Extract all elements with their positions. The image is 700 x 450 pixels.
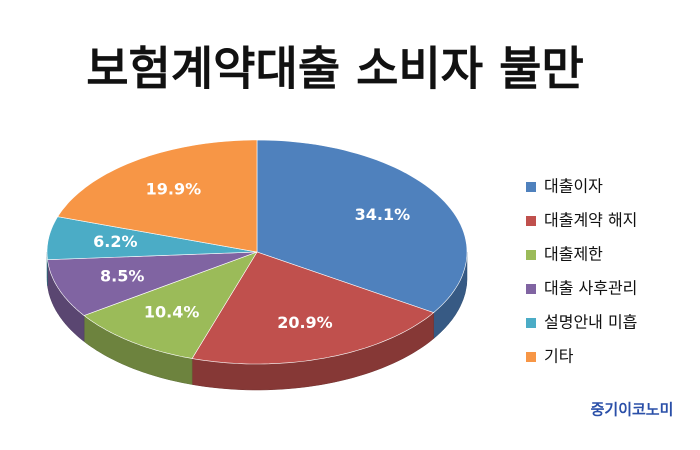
watermark: 중기이코노미 (591, 401, 674, 419)
data-label: 8.5% (100, 267, 144, 286)
legend-label: 대출 사후관리 (544, 279, 637, 298)
legend-label: 기타 (544, 347, 574, 366)
legend-swatch (526, 284, 536, 294)
legend-label: 대출제한 (544, 245, 603, 264)
data-label: 10.4% (144, 303, 200, 322)
data-label: 19.9% (146, 180, 202, 199)
slice (256, 139, 468, 313)
slice (47, 251, 258, 316)
slice (46, 216, 258, 261)
legend-swatch (526, 352, 536, 362)
legend-swatch (526, 250, 536, 260)
data-label: 6.2% (93, 232, 137, 251)
legend-swatch (526, 318, 536, 328)
slice (191, 251, 435, 365)
legend-label: 설명안내 미흡 (544, 313, 637, 332)
data-label: 34.1% (355, 205, 411, 224)
slice (83, 251, 258, 359)
legend-label: 대출이자 (544, 177, 603, 196)
chart-title: 보험계약대출 소비자 불만 (86, 42, 584, 96)
legend-swatch (526, 182, 536, 192)
slice (57, 139, 258, 253)
data-label: 20.9% (277, 313, 333, 332)
legend-swatch (526, 216, 536, 226)
legend-label: 대출계약 해지 (544, 211, 637, 230)
